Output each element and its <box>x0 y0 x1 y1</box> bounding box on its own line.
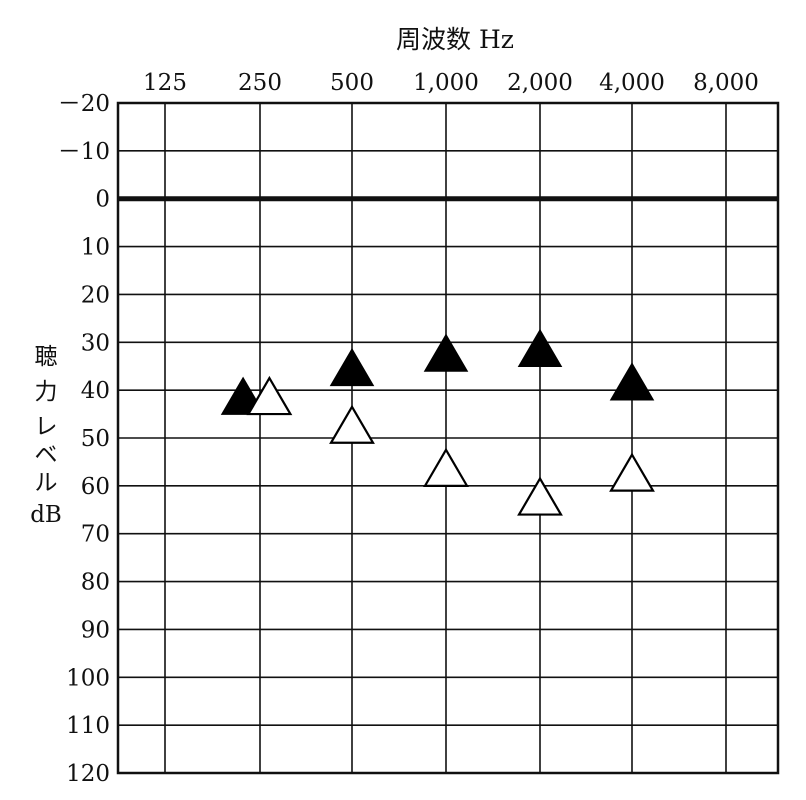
freq-tick-label: 125 <box>143 70 187 96</box>
db-tick-labels: －20 －10 0 10 20 30 40 50 60 70 80 90 100 110 120 <box>58 91 110 787</box>
y-axis-label-char: ベ <box>35 442 58 468</box>
db-tick-label: 110 <box>66 713 110 739</box>
db-tick-label: －20 <box>58 91 110 117</box>
open-triangle-marker <box>517 476 563 516</box>
y-axis-label-char: 聴 <box>35 344 58 370</box>
y-axis-label-char: ル <box>35 470 58 496</box>
db-tick-label: 50 <box>81 426 110 452</box>
filled-triangle-marker <box>609 362 655 401</box>
freq-tick-label: 500 <box>330 70 374 96</box>
db-tick-label: 0 <box>95 187 110 213</box>
freq-tick-label: 4,000 <box>599 70 665 96</box>
freq-tick-label: 1,000 <box>413 70 479 96</box>
open-triangle-marker <box>423 447 469 487</box>
freq-tick-label: 250 <box>238 70 282 96</box>
db-tick-label: 60 <box>81 474 110 500</box>
db-tick-label: 90 <box>81 617 110 643</box>
db-tick-label: 20 <box>81 282 110 308</box>
db-tick-label: 120 <box>66 761 110 787</box>
filled-triangle-marker <box>423 333 469 372</box>
freq-tick-label: 2,000 <box>507 70 573 96</box>
y-axis-label-char: 力 <box>35 379 58 405</box>
db-tick-label: －10 <box>58 139 110 165</box>
y-axis-label-char: レ <box>35 414 58 440</box>
frequency-tick-labels: 125 250 500 1,000 2,000 4,000 8,000 <box>143 70 759 96</box>
db-tick-label: 40 <box>81 378 110 404</box>
db-tick-label: 10 <box>81 235 110 261</box>
db-tick-label: 100 <box>66 665 110 691</box>
db-tick-label: 80 <box>81 570 110 596</box>
y-axis-label-char: dB <box>30 502 62 528</box>
freq-tick-label: 8,000 <box>693 70 759 96</box>
db-tick-label: 30 <box>81 330 110 356</box>
db-tick-label: 70 <box>81 522 110 548</box>
chart-title: 周波数 Hz <box>396 25 514 54</box>
open-triangle-marker <box>329 404 375 444</box>
filled-triangle-marker <box>517 328 563 367</box>
data-marks <box>220 328 655 516</box>
open-triangle-marker <box>246 375 293 416</box>
open-triangle-marker <box>609 452 655 492</box>
filled-triangle-marker <box>329 347 375 387</box>
